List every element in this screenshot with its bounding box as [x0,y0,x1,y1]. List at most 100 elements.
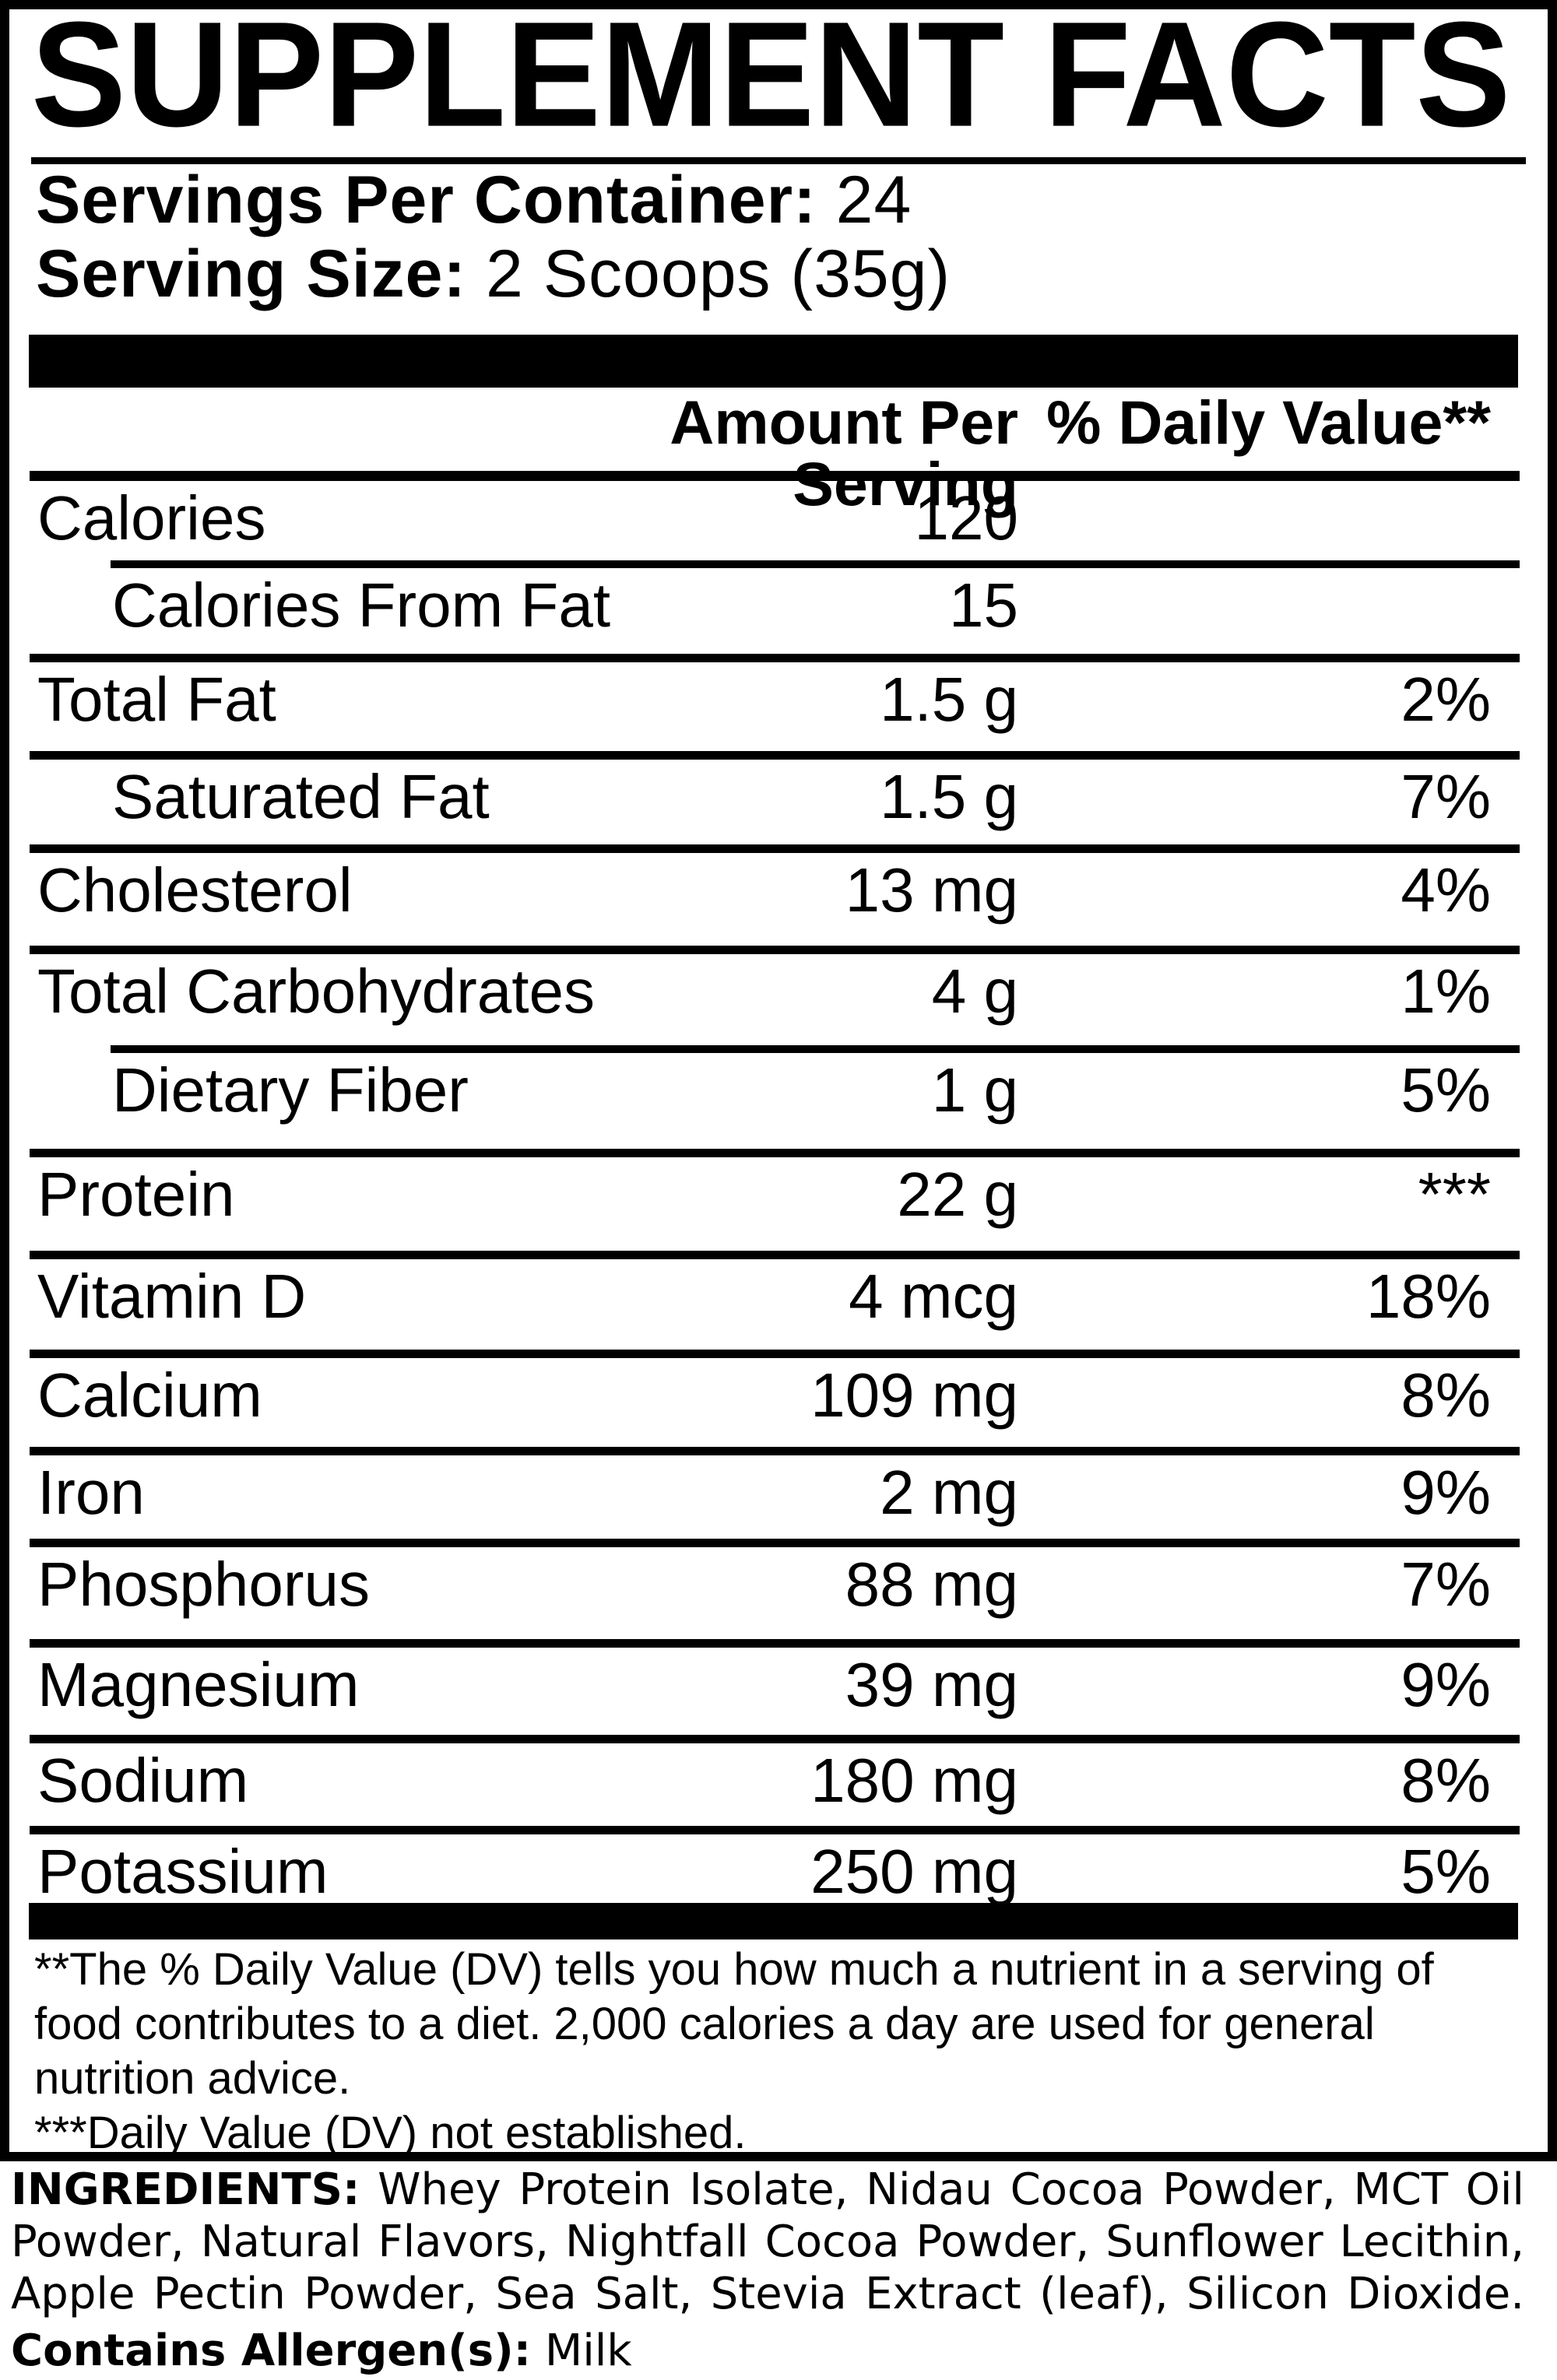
table-row: Calories 120 [0,481,1557,568]
nutrient-table: Calories 120 Calories From Fat 15 Total … [0,481,1557,1903]
nutrient-name: Vitamin D [37,1262,307,1331]
nutrient-dv: 9% [1401,1458,1491,1527]
servings-value: 24 [835,163,912,237]
nutrient-name: Potassium [37,1837,329,1906]
row-separator [30,1350,1520,1358]
row-separator [30,1251,1520,1259]
header-separator [30,471,1520,481]
nutrient-name: Calories From Fat [112,570,611,640]
table-row: Dietary Fiber 1 g 5% [0,1053,1557,1157]
footnotes: **The % Daily Value (DV) tells you how m… [34,1943,1513,2161]
row-separator [111,1045,1520,1053]
table-row: Total Carbohydrates 4 g 1% [0,954,1557,1053]
servings-label: Servings Per Container: [36,163,817,237]
ingredients-line: INGREDIENTS: Whey Protein Isolate, Nidau… [11,2164,1524,2215]
row-separator [30,1735,1520,1743]
row-separator [111,560,1520,568]
table-row: Phosphorus 88 mg 7% [0,1547,1557,1648]
nutrient-amount: 39 mg [845,1650,1018,1719]
table-row: Cholesterol 13 mg 4% [0,853,1557,954]
nutrient-amount: 13 mg [845,855,1018,925]
nutrient-name: Total Carbohydrates [37,957,595,1026]
nutrient-name: Calcium [37,1360,262,1430]
nutrient-amount: 180 mg [810,1746,1018,1815]
table-row: Protein 22 g *** [0,1157,1557,1259]
table-row: Total Fat 1.5 g 2% [0,662,1557,760]
ingredients-line: Apple Pectin Powder, Sea Salt, Stevia Ex… [11,2269,1524,2319]
nutrient-name: Protein [37,1160,235,1229]
row-separator [30,1539,1520,1547]
table-row: Calories From Fat 15 [0,568,1557,662]
nutrient-dv: 18% [1365,1262,1491,1331]
footnote-line: ***Daily Value (DV) not established. [34,2108,747,2158]
nutrient-name: Total Fat [37,665,276,734]
nutrient-amount: 109 mg [810,1360,1018,1430]
table-row: Iron 2 mg 9% [0,1455,1557,1547]
servings-per-container: Servings Per Container: 24 [36,167,912,233]
nutrient-name: Sodium [37,1746,249,1815]
nutrient-amount: 1.5 g [880,762,1018,831]
table-row: Vitamin D 4 mcg 18% [0,1259,1557,1358]
nutrient-amount: 120 [914,483,1018,553]
nutrient-dv: 9% [1401,1650,1491,1719]
nutrient-amount: 250 mg [810,1837,1018,1906]
allergen-statement: Contains Allergen(s): Milk [11,2325,1524,2377]
nutrient-amount: 1.5 g [880,665,1018,734]
row-separator [30,1447,1520,1455]
nutrient-name: Dietary Fiber [112,1055,469,1125]
nutrient-name: Iron [37,1458,145,1527]
nutrient-dv: 4% [1401,855,1491,925]
nutrient-dv: 8% [1401,1746,1491,1815]
row-separator [30,654,1520,662]
nutrient-dv: 7% [1401,762,1491,831]
row-separator [30,751,1520,760]
title-rule [31,157,1526,164]
nutrient-amount: 4 g [931,957,1018,1026]
row-separator [30,844,1520,853]
divider-bar-bottom [29,1903,1518,1939]
table-row: Potassium 250 mg 5% [0,1834,1557,1903]
divider-bar-top [29,335,1518,388]
nutrient-name: Calories [37,483,266,553]
ingredients-line: Powder, Natural Flavors, Nightfall Cocoa… [11,2217,1524,2267]
nutrient-name: Magnesium [37,1650,360,1719]
nutrient-dv: 7% [1401,1550,1491,1619]
nutrient-amount: 2 mg [880,1458,1018,1527]
allergen-label: Contains Allergen(s): [11,2326,532,2376]
nutrient-dv: 8% [1401,1360,1491,1430]
nutrient-dv: 5% [1401,1055,1491,1125]
serving-size-value: 2 Scoops (35g) [485,237,951,311]
nutrient-dv: *** [1418,1160,1491,1229]
serving-size: Serving Size: 2 Scoops (35g) [36,240,951,307]
nutrient-amount: 88 mg [845,1550,1018,1619]
table-row: Sodium 180 mg 8% [0,1743,1557,1834]
nutrient-name: Phosphorus [37,1550,370,1619]
footnote-line: **The % Daily Value (DV) tells you how m… [34,1944,1434,1995]
footnote-line: nutrition advice. [34,2053,351,2104]
column-header-daily-value: % Daily Value** [1046,388,1491,457]
table-row: Magnesium 39 mg 9% [0,1648,1557,1743]
table-row: Calcium 109 mg 8% [0,1358,1557,1455]
ingredients-label: INGREDIENTS: [11,2164,360,2215]
nutrient-amount: 22 g [897,1160,1018,1229]
table-header: Amount Per Serving % Daily Value** [0,387,1557,514]
column-header-amount: Amount Per Serving [670,388,1018,518]
nutrient-amount: 1 g [931,1055,1018,1125]
ingredients-section: INGREDIENTS: Whey Protein Isolate, Nidau… [11,2164,1524,2377]
nutrient-name: Saturated Fat [112,762,490,831]
row-separator [30,1149,1520,1157]
table-row: Saturated Fat 1.5 g 7% [0,760,1557,853]
nutrient-dv: 5% [1401,1837,1491,1906]
nutrient-amount: 15 [949,570,1018,640]
serving-size-label: Serving Size: [36,237,467,311]
row-separator [30,946,1520,954]
allergen-value: Milk [544,2326,632,2376]
panel-title: SUPPLEMENT FACTS [31,0,1511,159]
nutrient-name: Cholesterol [37,855,353,925]
row-separator [30,1826,1520,1834]
nutrient-amount: 4 mcg [849,1262,1018,1331]
footnote-line: food contributes to a diet. 2,000 calori… [34,1999,1375,2049]
row-separator [30,1639,1520,1648]
nutrient-dv: 2% [1401,665,1491,734]
